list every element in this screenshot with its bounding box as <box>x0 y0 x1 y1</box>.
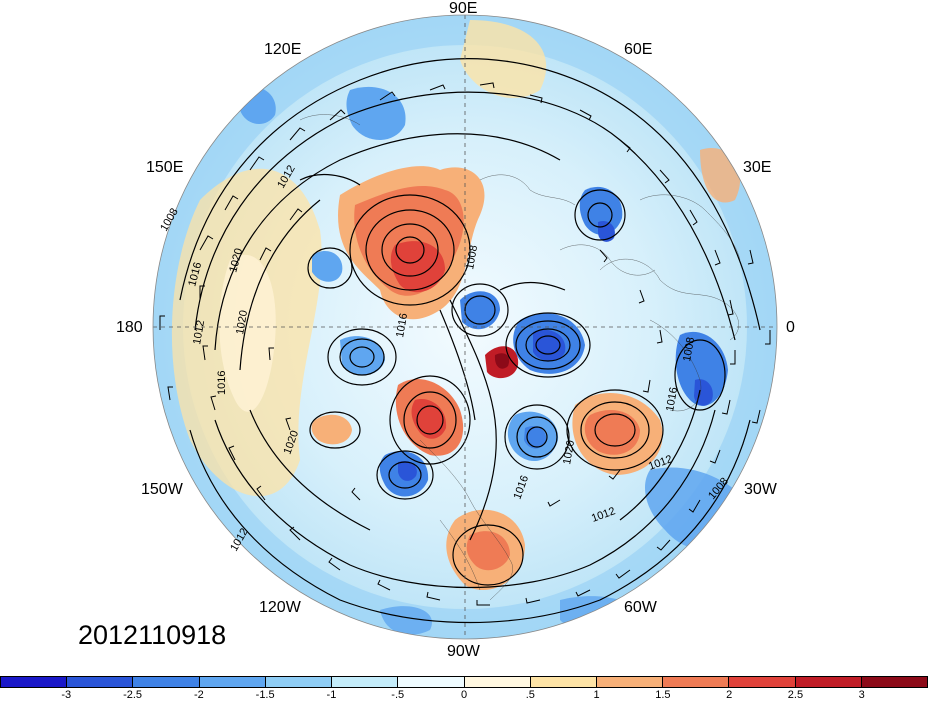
colorbar-segment <box>199 677 266 687</box>
colorbar <box>0 676 928 688</box>
colorbar-segment <box>464 677 531 687</box>
colorbar-tick-label: 2.5 <box>787 689 804 701</box>
colorbar-segment <box>663 677 730 687</box>
colorbar-tick-label: 1 <box>593 689 600 701</box>
colorbar-segment <box>795 677 862 687</box>
isobar-label: 1012 <box>191 319 207 345</box>
colorbar-segment <box>596 677 664 687</box>
isobar-label: 1016 <box>394 312 410 338</box>
colorbar-segment <box>1 677 68 687</box>
colorbar-segment <box>729 677 796 687</box>
colorbar-tick-label: -2.5 <box>123 689 143 701</box>
lon-label-0: 0 <box>786 319 795 336</box>
colorbar-segment <box>67 677 134 687</box>
anomaly-field <box>153 15 777 639</box>
colorbar-segment <box>398 677 465 687</box>
colorbar-segment <box>861 677 928 687</box>
lon-label-90e: 90E <box>449 0 478 17</box>
colorbar-tick-label: 1.5 <box>655 689 671 701</box>
lon-label-120e: 120E <box>264 41 302 58</box>
isobar-label: 1016 <box>664 386 680 412</box>
colorbar-tick-label: -1.5 <box>255 689 275 701</box>
colorbar-tick-label: -2 <box>193 689 204 701</box>
map-boundary <box>152 14 778 640</box>
lon-label-30e: 30E <box>743 159 772 176</box>
coastlines <box>299 114 741 601</box>
colorbar-tick-label: 2 <box>726 689 733 701</box>
colorbar-tick-label: -1 <box>326 689 337 701</box>
isobar-label: 1008 <box>464 244 480 270</box>
colorbar-tick-label: .5 <box>525 689 535 701</box>
meridians <box>153 15 777 639</box>
colorbar-segment <box>332 677 399 687</box>
isobar-label: 1008 <box>681 336 697 362</box>
colorbar-tick-label: 3 <box>858 689 865 701</box>
isobar-label: 1020 <box>561 439 577 465</box>
colorbar-tick-label: -.5 <box>391 689 405 701</box>
lon-label-60e: 60E <box>624 41 653 58</box>
lon-label-150w: 150W <box>141 481 183 498</box>
colorbar-tick-label: 0 <box>460 689 468 701</box>
lon-label-120w: 120W <box>259 599 301 616</box>
isobar-lines <box>179 58 761 624</box>
lon-label-150e: 150E <box>146 159 184 176</box>
lon-label-180: 180 <box>116 319 143 336</box>
lon-label-90w: 90W <box>447 643 480 660</box>
colorbar-segment <box>530 677 597 687</box>
colorbar-segment <box>133 677 200 687</box>
lon-label-60w: 60W <box>624 599 657 616</box>
colorbar-segment <box>265 677 333 687</box>
wind-barbs <box>159 82 771 606</box>
colorbar-tick-label: -3 <box>61 689 72 701</box>
isobar-label: 1016 <box>216 371 228 395</box>
datestamp: 2012110918 <box>78 620 227 650</box>
isobar-label: 1020 <box>234 309 250 335</box>
lon-label-30w: 30W <box>744 481 777 498</box>
